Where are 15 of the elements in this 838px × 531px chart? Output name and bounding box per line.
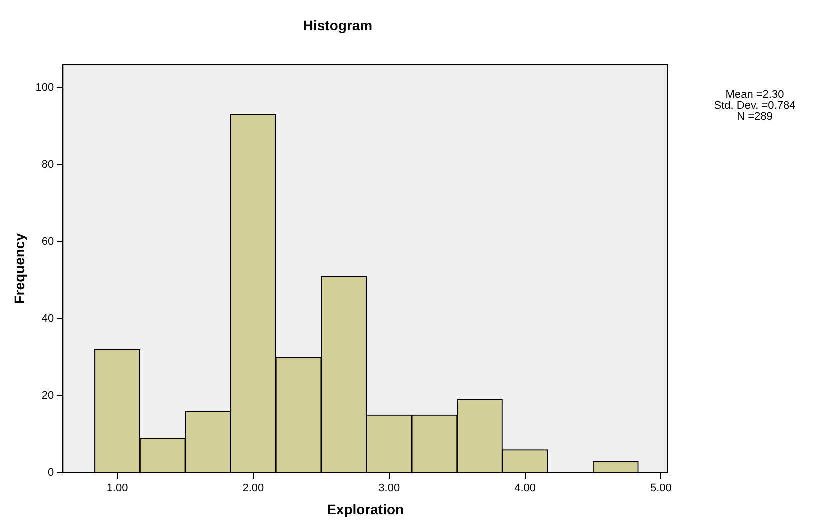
x-tick-label: 2.00 — [242, 482, 264, 495]
chart-title: Histogram — [303, 17, 373, 34]
y-tick-label: 80 — [42, 158, 54, 171]
y-tick-label: 0 — [48, 467, 54, 480]
y-tick-label: 20 — [42, 390, 54, 402]
x-tick-label: 3.00 — [378, 482, 400, 495]
x-tick-label: 4.00 — [514, 482, 536, 495]
text: Mean =2.30 Std. Dev. =0.784 N =289 — [713, 89, 797, 123]
y-tick-label: 100 — [36, 82, 54, 94]
x-tick-label: 1.00 — [106, 482, 128, 495]
x-axis-title: Exploration — [327, 501, 404, 518]
x-tick-label: 5.00 — [650, 482, 672, 495]
y-tick-label: 60 — [42, 236, 54, 248]
y-tick-label: 40 — [42, 312, 54, 325]
y-axis-title: Frequency — [11, 233, 28, 304]
